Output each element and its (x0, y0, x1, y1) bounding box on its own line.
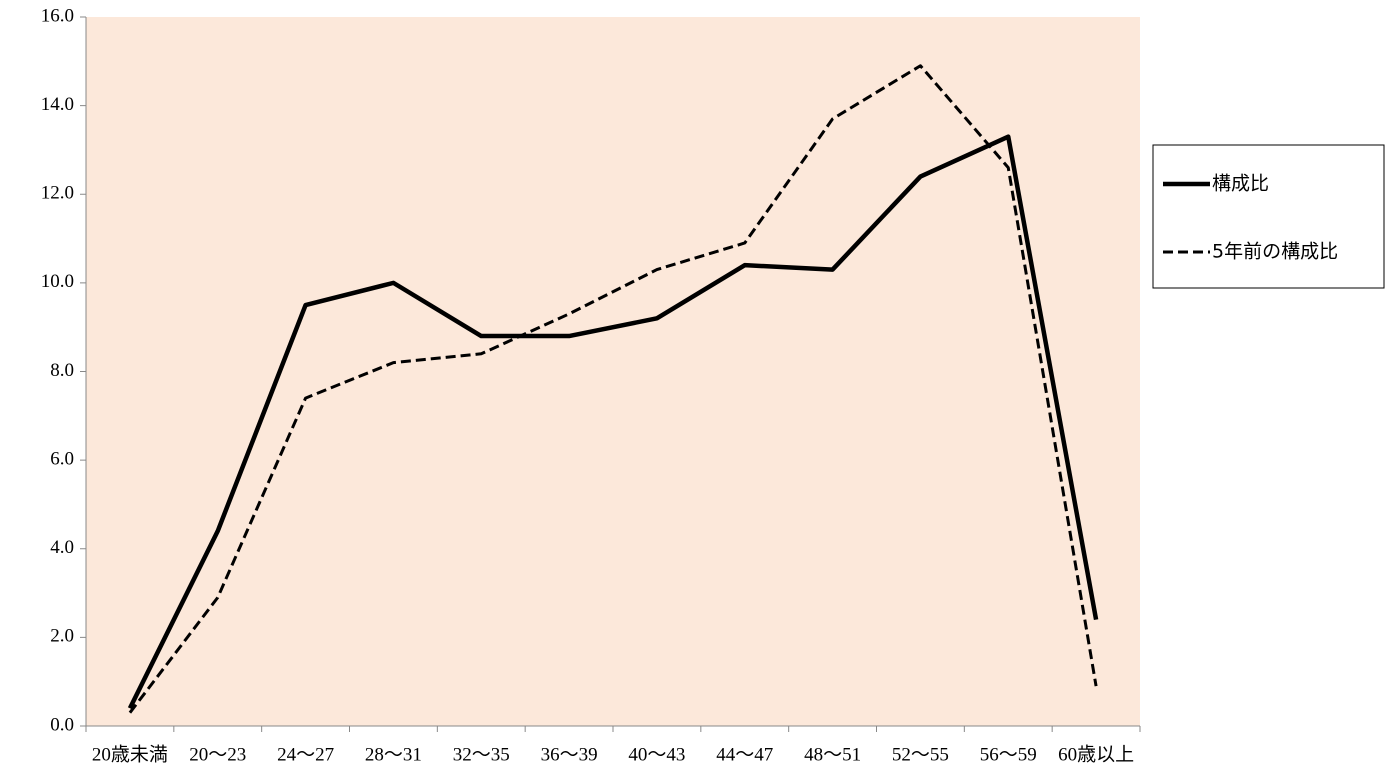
legend-label: 構成比 (1212, 173, 1269, 195)
x-tick-label: 60歳以上 (1058, 743, 1134, 765)
x-tick-label: 48〜51 (804, 744, 861, 765)
series-line (127, 134, 1099, 710)
y-tick-label: 8.0 (50, 360, 74, 381)
x-tick-label: 28〜31 (365, 744, 422, 765)
x-tick-label: 40〜43 (628, 744, 685, 765)
y-tick-label: 10.0 (41, 271, 74, 292)
x-tick-label: 20歳未満 (92, 743, 168, 765)
x-tick-label: 20〜23 (189, 744, 246, 765)
y-tick-label: 12.0 (41, 183, 74, 204)
plot-area (86, 17, 1140, 726)
x-tick-label: 44〜47 (716, 744, 773, 765)
y-tick-label: 14.0 (41, 94, 74, 115)
x-tick-label: 24〜27 (277, 744, 334, 765)
x-tick-label: 32〜35 (453, 744, 510, 765)
y-tick-label: 16.0 (41, 5, 74, 26)
y-tick-label: 0.0 (50, 714, 74, 735)
y-tick-label: 4.0 (50, 537, 74, 558)
legend-box (1152, 144, 1385, 289)
series-line (128, 64, 1098, 714)
y-tick-label: 2.0 (50, 626, 74, 647)
y-tick-label: 6.0 (50, 448, 74, 469)
x-tick-label: 52〜55 (892, 744, 949, 765)
x-tick-label: 36〜39 (541, 744, 598, 765)
x-tick-label: 56〜59 (980, 744, 1037, 765)
legend-label: 5年前の構成比 (1212, 241, 1338, 263)
